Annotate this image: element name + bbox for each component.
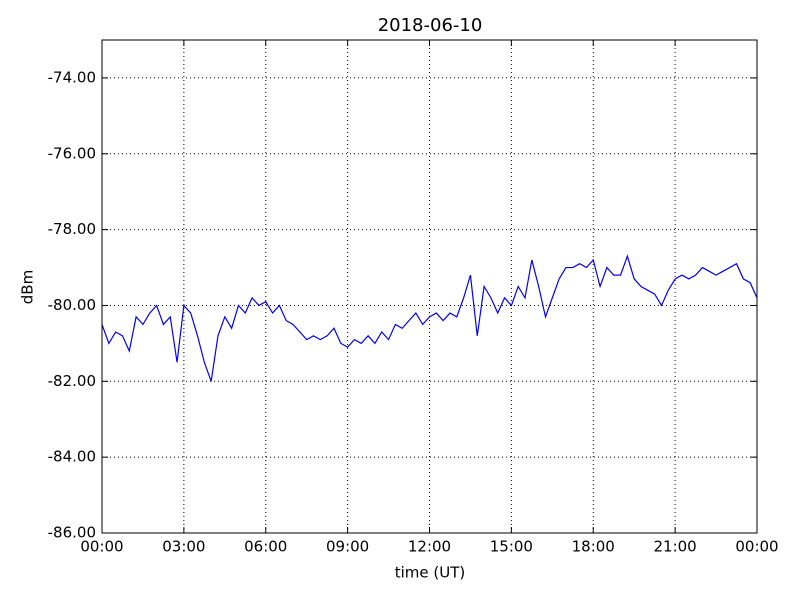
y-tick-label: -78.00 bbox=[48, 220, 96, 238]
y-tick-label: -82.00 bbox=[48, 372, 96, 390]
x-axis-label: time (UT) bbox=[395, 564, 466, 582]
y-tick-label: -84.00 bbox=[48, 448, 96, 466]
x-tick-label: 06:00 bbox=[244, 538, 287, 556]
x-tick-label: 03:00 bbox=[162, 538, 205, 556]
data-line bbox=[101, 254, 758, 382]
x-tick-label: 15:00 bbox=[490, 538, 533, 556]
x-tick-label: 09:00 bbox=[326, 538, 369, 556]
x-tick-label: 21:00 bbox=[654, 538, 697, 556]
chart-title: 2018-06-10 bbox=[378, 15, 483, 36]
x-tick-label: 00:00 bbox=[735, 538, 778, 556]
y-axis-label: dBm bbox=[19, 270, 37, 304]
y-tick-label: -80.00 bbox=[48, 296, 96, 314]
y-tick-label: -86.00 bbox=[48, 524, 96, 542]
y-tick-label: -74.00 bbox=[48, 68, 96, 86]
x-tick-label: 18:00 bbox=[572, 538, 615, 556]
x-tick-label: 12:00 bbox=[408, 538, 451, 556]
x-tick-label: 00:00 bbox=[80, 538, 123, 556]
plot-frame bbox=[101, 39, 758, 534]
y-tick-label: -76.00 bbox=[48, 144, 96, 162]
